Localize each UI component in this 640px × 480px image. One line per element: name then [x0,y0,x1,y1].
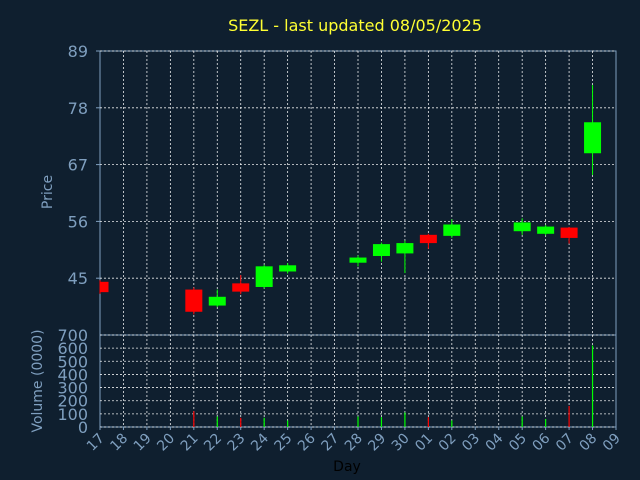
candle-body [232,283,250,292]
candle-29 [372,242,390,262]
volume-tick-label: 100 [57,405,88,424]
candle-body [349,257,367,263]
volume-tick-label: 0 [78,418,88,437]
candle-23 [232,275,250,295]
x-tick-label: 24 [248,430,272,454]
candle-02 [443,219,461,238]
x-axis-label: Day [333,459,361,475]
volume-tick-label: 200 [57,392,88,411]
x-tick-label: 28 [342,431,366,455]
candle-body [208,296,226,306]
volume-axis-label: Volume (0000) [30,329,46,432]
candle-17 [99,280,109,294]
x-tick-label: 03 [459,431,483,455]
x-tick-label: 05 [506,431,530,455]
price-axis-label: Price [40,175,56,209]
candle-body [513,222,531,232]
price-tick-label: 67 [68,156,88,175]
candle-body [372,244,390,256]
candle-body [584,122,602,154]
candle-body [185,289,203,312]
x-tick-label: 20 [154,431,178,455]
candle-body [443,224,461,236]
x-tick-label: 07 [553,431,577,455]
candle-22 [208,289,226,308]
candle-06 [537,225,555,236]
x-tick-label: 19 [131,431,155,455]
x-tick-label: 21 [178,431,202,455]
price-panel: 89 78 67 56 45 [68,42,617,336]
x-tick-label: 23 [225,431,249,455]
price-tick-label: 89 [68,42,88,61]
candle-body [396,243,414,254]
price-tick-label: 56 [68,212,88,231]
candle-body [419,234,437,244]
candle-08 [584,85,602,175]
x-tick-label: 04 [483,430,507,454]
volume-tick-label: 500 [57,352,88,371]
x-tick-label: 09 [600,431,624,455]
candle-01 [419,233,437,249]
candle-body [100,281,109,293]
candle-28 [349,255,367,267]
volume-tick-label: 400 [57,365,88,384]
candle-body [537,226,555,234]
x-tick-label: 06 [530,430,554,454]
candle-body [255,266,273,287]
volume-tick-label: 700 [57,326,88,345]
x-tick-label: 08 [576,431,600,455]
volume-tick-label: 600 [57,339,88,358]
x-tick-label: 01 [412,431,436,455]
candle-25 [279,263,297,274]
x-tick-label: 18 [107,431,131,455]
x-tick-label: 27 [318,431,342,455]
x-tick-label: 22 [201,431,225,455]
volume-tick-label: 300 [57,379,88,398]
candle-21 [185,287,203,315]
x-tick-label: 02 [436,431,460,455]
candle-body [279,265,297,272]
candle-24 [255,264,273,289]
x-tick-label: 25 [272,431,296,455]
x-tick-label: 29 [365,431,389,455]
candle-30 [396,240,414,274]
price-tick-label: 78 [68,99,88,118]
x-tick-label: 26 [295,430,319,454]
price-tick-label: 45 [68,269,88,288]
x-tick-label: 30 [389,431,413,455]
candle-07 [560,227,578,244]
candle-05 [513,218,531,235]
candle-body [560,227,578,238]
chart-title: SEZL - last updated 08/05/2025 [228,16,482,35]
